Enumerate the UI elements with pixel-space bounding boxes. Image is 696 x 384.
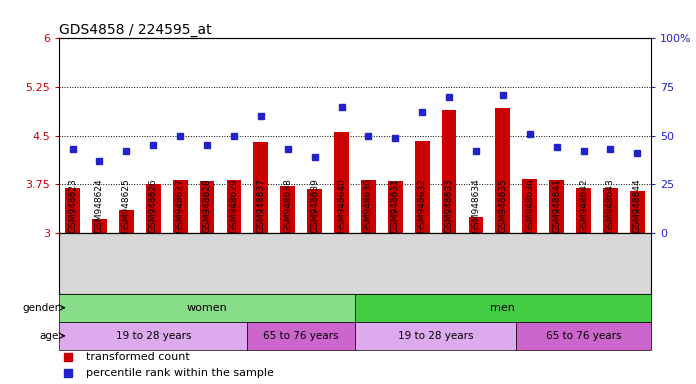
- Bar: [442, 110, 457, 233]
- Bar: [65, 188, 80, 233]
- FancyBboxPatch shape: [516, 322, 651, 350]
- Bar: [576, 188, 591, 233]
- Bar: [119, 210, 134, 233]
- Bar: [92, 219, 107, 233]
- Text: men: men: [491, 303, 515, 313]
- Bar: [523, 179, 537, 233]
- Text: 19 to 28 years: 19 to 28 years: [116, 331, 191, 341]
- FancyBboxPatch shape: [59, 294, 355, 322]
- Bar: [307, 189, 322, 233]
- Bar: [468, 217, 483, 233]
- Bar: [630, 191, 644, 233]
- Text: 65 to 76 years: 65 to 76 years: [546, 331, 622, 341]
- Bar: [361, 180, 376, 233]
- Bar: [253, 142, 268, 233]
- Bar: [549, 180, 564, 233]
- Bar: [603, 188, 618, 233]
- Text: GDS4858 / 224595_at: GDS4858 / 224595_at: [59, 23, 212, 37]
- Bar: [496, 109, 510, 233]
- FancyBboxPatch shape: [247, 322, 355, 350]
- FancyBboxPatch shape: [59, 322, 247, 350]
- Bar: [334, 132, 349, 233]
- Bar: [280, 186, 295, 233]
- FancyBboxPatch shape: [355, 322, 516, 350]
- Text: 19 to 28 years: 19 to 28 years: [398, 331, 473, 341]
- Text: age: age: [40, 331, 59, 341]
- Bar: [200, 181, 214, 233]
- Bar: [415, 141, 429, 233]
- Text: gender: gender: [22, 303, 59, 313]
- Bar: [173, 180, 187, 233]
- Text: 65 to 76 years: 65 to 76 years: [263, 331, 339, 341]
- Text: transformed count: transformed count: [86, 353, 189, 362]
- Text: women: women: [187, 303, 228, 313]
- Bar: [146, 184, 161, 233]
- Bar: [227, 180, 242, 233]
- Bar: [388, 181, 403, 233]
- FancyBboxPatch shape: [355, 294, 651, 322]
- Text: percentile rank within the sample: percentile rank within the sample: [86, 367, 274, 377]
